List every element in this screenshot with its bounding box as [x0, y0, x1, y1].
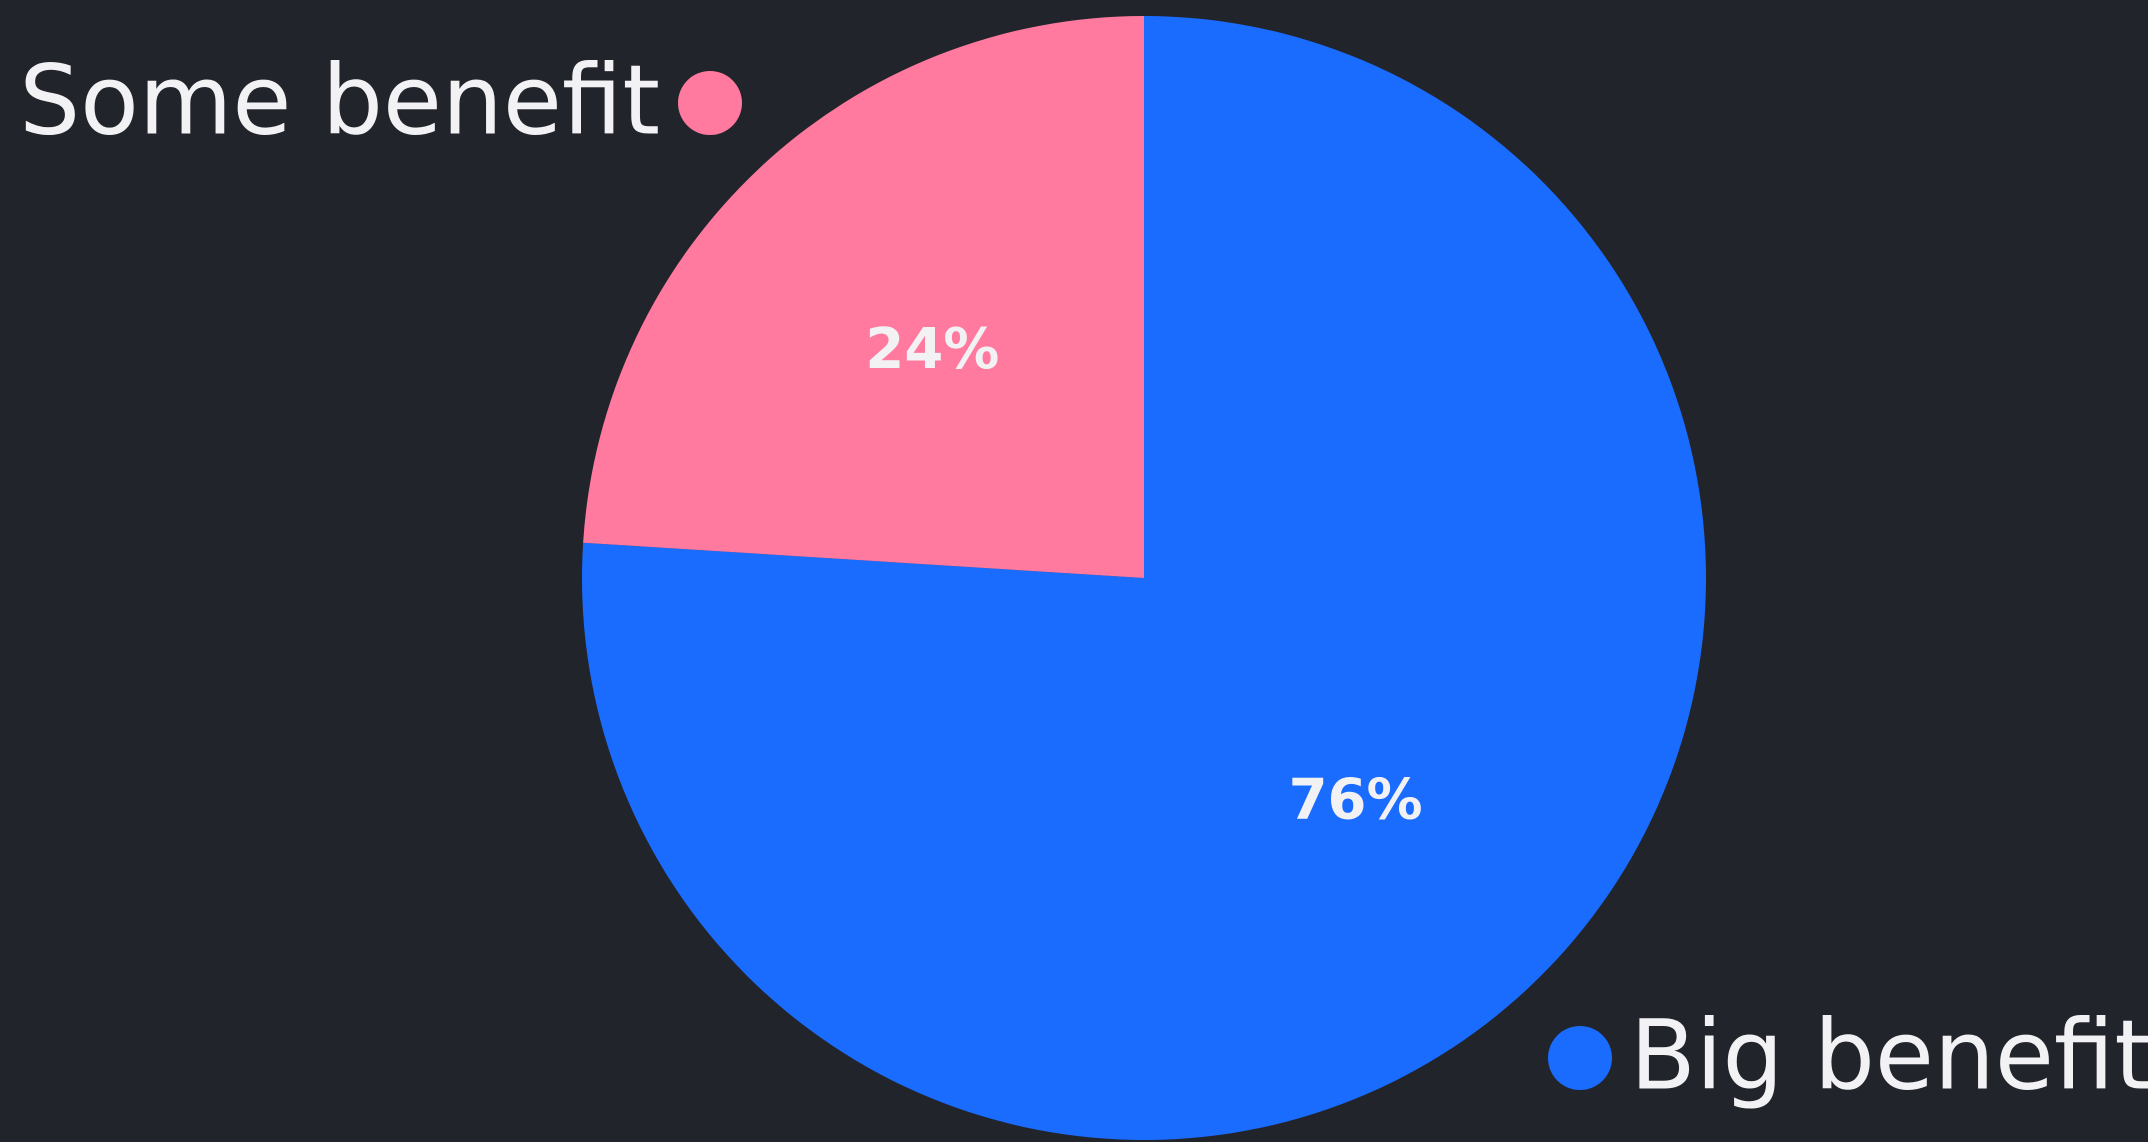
- legend-swatch: [1548, 1026, 1612, 1090]
- slice-label: 24%: [865, 317, 999, 382]
- legend-swatch: [678, 71, 742, 135]
- pie-slice: [583, 16, 1144, 578]
- pie-slice: [582, 16, 1707, 1140]
- slice-label: 76%: [1289, 767, 1423, 832]
- legend-label: Big benefit: [1630, 999, 2148, 1111]
- legend-label: Some benefit: [19, 44, 660, 156]
